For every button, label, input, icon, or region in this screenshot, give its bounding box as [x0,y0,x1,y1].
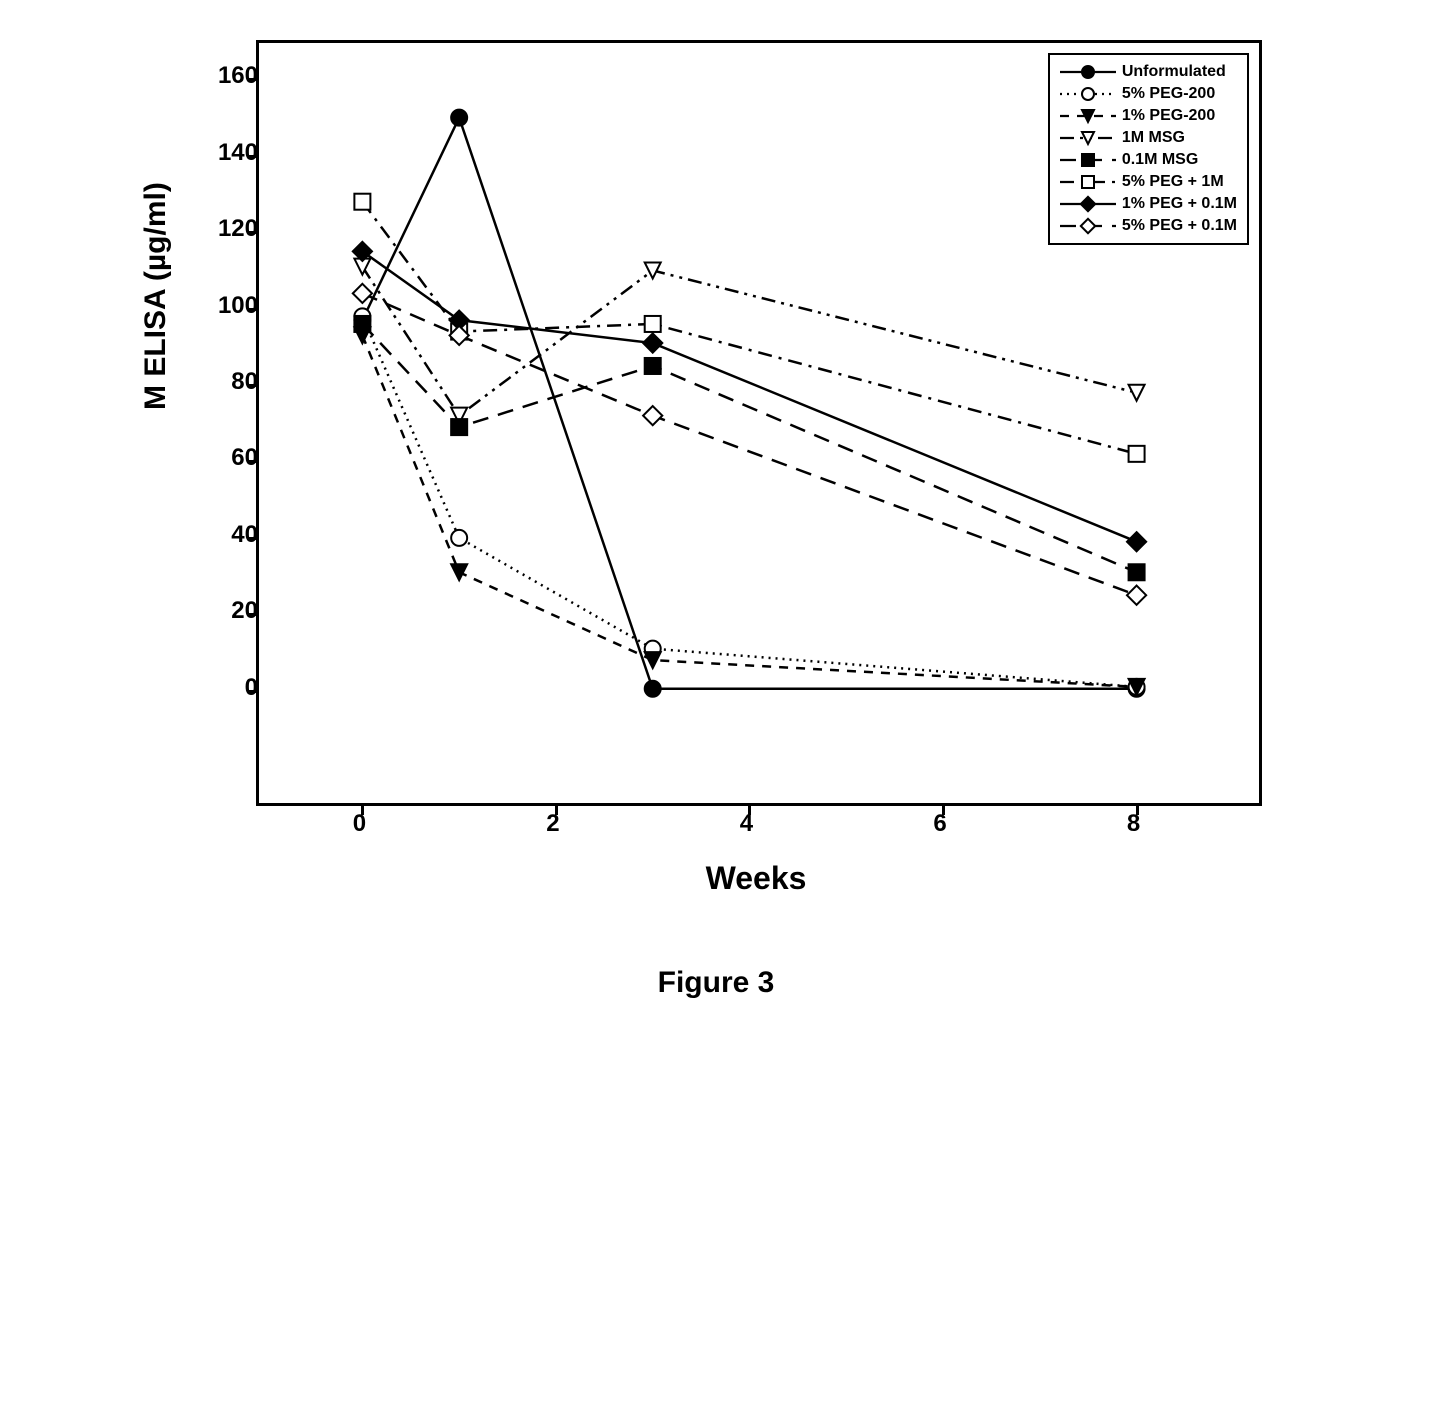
legend-swatch [1060,129,1116,147]
legend-label: 1% PEG + 0.1M [1122,195,1237,213]
legend-swatch [1060,63,1116,81]
legend: Unformulated 5% PEG-200 1% PEG-200 1M MSG 0.… [1048,53,1249,245]
legend-label: 1% PEG-200 [1122,107,1215,125]
y-axis-title: M ELISA (µg/ml) [139,182,173,410]
y-tick-label: 0 [198,674,258,702]
legend-item: Unformulated [1060,61,1237,83]
legend-item: 5% PEG + 1M [1060,171,1237,193]
chart-plot-box: Unformulated 5% PEG-200 1% PEG-200 1M MSG 0.… [256,40,1262,806]
legend-label: 5% PEG-200 [1122,85,1215,103]
y-tick-label: 140 [198,139,258,167]
x-tick-label: 4 [726,810,766,838]
legend-item: 5% PEG + 0.1M [1060,215,1237,237]
legend-swatch [1060,85,1116,103]
legend-item: 1% PEG + 0.1M [1060,193,1237,215]
legend-label: 5% PEG + 0.1M [1122,217,1237,235]
x-tick-label: 6 [920,810,960,838]
legend-label: 5% PEG + 1M [1122,173,1224,191]
y-tick-label: 60 [198,444,258,472]
legend-swatch [1060,195,1116,213]
y-tick-label: 120 [198,215,258,243]
legend-label: 0.1M MSG [1122,151,1198,169]
legend-item: 1M MSG [1060,127,1237,149]
x-tick-label: 8 [1114,810,1154,838]
y-tick-label: 20 [198,597,258,625]
y-tick-label: 40 [198,521,258,549]
legend-swatch [1060,151,1116,169]
legend-swatch [1060,107,1116,125]
y-tick-label: 100 [198,292,258,320]
y-tick-label: 160 [198,62,258,90]
legend-item: 0.1M MSG [1060,149,1237,171]
x-tick-label: 2 [533,810,573,838]
legend-item: 1% PEG-200 [1060,105,1237,127]
figure-container: M ELISA (µg/ml) Unformulated5% PEG-2001%… [166,40,1266,1000]
x-axis-title: Weeks [256,860,1256,897]
legend-swatch [1060,217,1116,235]
x-tick-label: 0 [339,810,379,838]
legend-swatch [1060,173,1116,191]
legend-label: Unformulated [1122,63,1226,81]
figure-caption: Figure 3 [166,966,1266,1000]
legend-item: 5% PEG-200 [1060,83,1237,105]
y-tick-label: 80 [198,368,258,396]
legend-label: 1M MSG [1122,129,1185,147]
